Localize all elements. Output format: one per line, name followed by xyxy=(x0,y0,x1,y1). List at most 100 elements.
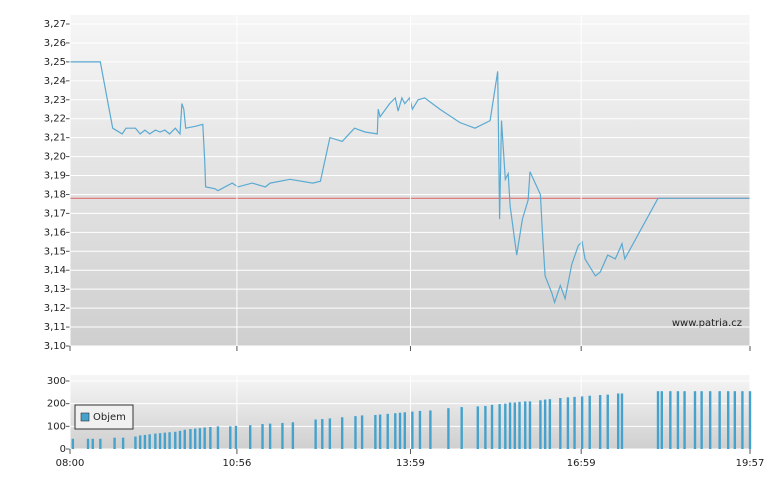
y-tick-label: 3,10 xyxy=(44,341,66,352)
volume-bar xyxy=(476,406,480,449)
volume-bar xyxy=(99,438,102,449)
volume-bar xyxy=(198,428,202,449)
volume-bar xyxy=(121,437,125,449)
volume-bar xyxy=(178,430,182,449)
volume-bar xyxy=(71,438,75,449)
y-tick-label: 3,27 xyxy=(44,19,66,30)
volume-bar xyxy=(588,395,591,449)
volume-bar xyxy=(281,422,284,449)
volume-bar xyxy=(580,396,584,449)
y-tick-label: 3,17 xyxy=(44,208,66,219)
y-tick-label: 3,16 xyxy=(44,227,66,238)
volume-bar xyxy=(203,427,206,449)
volume-bar xyxy=(91,438,94,449)
y-tick-label: 3,12 xyxy=(44,303,66,314)
volume-bar xyxy=(524,401,527,449)
volume-bar xyxy=(598,395,602,449)
x-tick-label: 19:57 xyxy=(736,458,765,469)
price-line xyxy=(70,61,750,305)
y-tick-label: 200 xyxy=(47,399,66,410)
volume-bar xyxy=(484,405,487,449)
volume-bar xyxy=(539,400,542,449)
volume-bar xyxy=(143,434,147,449)
volume-bar xyxy=(559,398,562,449)
y-tick-label: 3,22 xyxy=(44,114,66,125)
volume-bar xyxy=(291,422,295,449)
volume-bar xyxy=(620,393,624,449)
volume-bar xyxy=(86,438,90,449)
y-tick-label: 3,11 xyxy=(44,322,66,333)
x-tick-label: 13:59 xyxy=(396,458,425,469)
y-tick-label: 3,25 xyxy=(44,57,66,68)
volume-bar xyxy=(134,436,137,449)
volume-bar xyxy=(504,403,507,449)
volume-bar xyxy=(741,391,744,449)
x-tick-label: 10:56 xyxy=(223,458,252,469)
volume-bar xyxy=(700,391,703,449)
volume-bar xyxy=(268,423,272,449)
y-tick-label: 3,26 xyxy=(44,38,66,49)
volume-bar xyxy=(174,431,177,449)
x-tick-label: 08:00 xyxy=(56,458,85,469)
volume-bar xyxy=(163,432,167,449)
volume-bar xyxy=(693,391,697,449)
volume-bar xyxy=(378,414,382,449)
volume-bar xyxy=(234,425,238,449)
volume-bar xyxy=(418,410,422,449)
volume-bar xyxy=(398,412,402,449)
volume-bar xyxy=(403,412,406,449)
volume-bar xyxy=(168,432,171,449)
legend-label: Objem xyxy=(93,412,126,423)
volume-bar xyxy=(328,418,332,449)
legend-swatch xyxy=(80,412,90,422)
volume-bar xyxy=(733,391,737,449)
volume-bar xyxy=(669,391,672,449)
y-tick-label: 300 xyxy=(47,376,66,387)
volume-bar xyxy=(411,411,414,449)
volume-bar xyxy=(138,435,142,449)
volume-bar xyxy=(193,428,197,449)
volume-bar xyxy=(374,415,377,449)
volume-bar xyxy=(528,401,532,449)
volume-bar xyxy=(683,391,686,449)
volume-bar xyxy=(708,391,712,449)
volume-bar xyxy=(261,424,264,449)
y-tick-label: 3,23 xyxy=(44,95,66,106)
volume-bar xyxy=(606,394,609,449)
y-tick-label: 3,20 xyxy=(44,152,66,163)
volume-bar xyxy=(209,427,212,449)
volume-bar xyxy=(573,396,576,449)
volume-bar xyxy=(340,417,344,449)
volume-bar xyxy=(513,402,516,449)
volume-bar xyxy=(447,408,450,449)
volume-bar xyxy=(148,434,151,449)
y-tick-label: 100 xyxy=(47,421,66,432)
y-tick-label: 3,19 xyxy=(44,171,66,182)
volume-bar xyxy=(566,397,570,449)
volume-bar xyxy=(676,391,680,449)
volume-bar xyxy=(490,404,494,449)
y-tick-label: 0 xyxy=(60,444,66,455)
volume-bar xyxy=(656,391,660,449)
volume-bar xyxy=(354,416,357,449)
volume-bar xyxy=(189,429,192,449)
volume-bar xyxy=(229,426,232,449)
volume-bar xyxy=(548,399,552,449)
volume-bar xyxy=(518,401,521,449)
volume-bar xyxy=(660,391,663,449)
volume-bar xyxy=(314,419,317,449)
volume-bar xyxy=(360,415,364,449)
y-tick-label: 3,13 xyxy=(44,284,66,295)
volume-bar xyxy=(216,426,220,449)
volume-bar xyxy=(321,419,324,449)
volume-bar xyxy=(460,407,463,449)
y-tick-label: 3,24 xyxy=(44,76,66,87)
y-tick-label: 3,14 xyxy=(44,265,66,276)
x-tick-label: 16:59 xyxy=(567,458,596,469)
volume-bar xyxy=(154,433,157,449)
volume-bar xyxy=(158,433,162,449)
y-tick-label: 3,18 xyxy=(44,189,66,200)
volume-bar xyxy=(543,399,547,449)
volume-bar xyxy=(718,391,721,449)
